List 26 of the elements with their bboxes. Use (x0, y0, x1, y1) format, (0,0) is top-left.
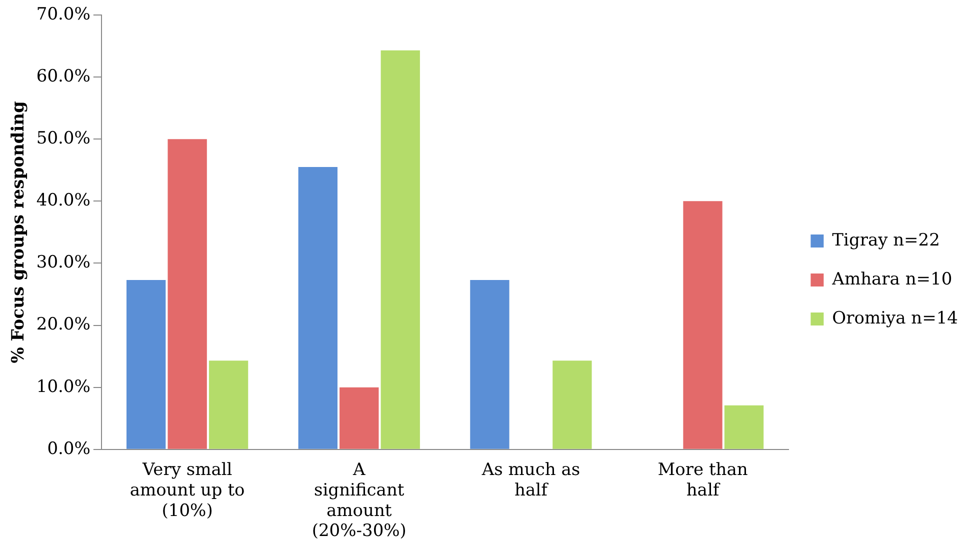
bar (683, 201, 722, 449)
y-tick-label: 30.0% (36, 252, 90, 273)
bar (168, 139, 207, 449)
bar (470, 280, 510, 449)
bar (298, 167, 338, 449)
x-tick-label: Very small amount up to (10%) (130, 460, 245, 521)
bar (724, 405, 764, 449)
y-tick-label: 60.0% (36, 66, 90, 86)
y-tick-label: 20.0% (36, 314, 90, 335)
legend-label: Tigray n=22 (832, 230, 940, 250)
y-tick-label: 0.0% (47, 438, 90, 459)
y-tick-label: 40.0% (36, 190, 90, 211)
y-tick-label: 70.0% (36, 4, 90, 24)
y-axis-title: % Focus groups responding (8, 101, 29, 364)
y-tick-label: 50.0% (36, 128, 90, 149)
bar (126, 280, 166, 449)
x-tick-label: As much as half (480, 460, 580, 500)
legend-label: Oromiya n=14 (832, 308, 958, 328)
bar (552, 360, 592, 449)
bar (208, 360, 248, 449)
bar (340, 387, 379, 449)
bar (380, 50, 420, 449)
x-tick-label: More than half (658, 460, 748, 500)
x-tick-label: A significant amount (20%-30%) (312, 460, 406, 542)
y-tick-label: 10.0% (36, 376, 90, 397)
legend-label: Amhara n=10 (831, 269, 952, 290)
